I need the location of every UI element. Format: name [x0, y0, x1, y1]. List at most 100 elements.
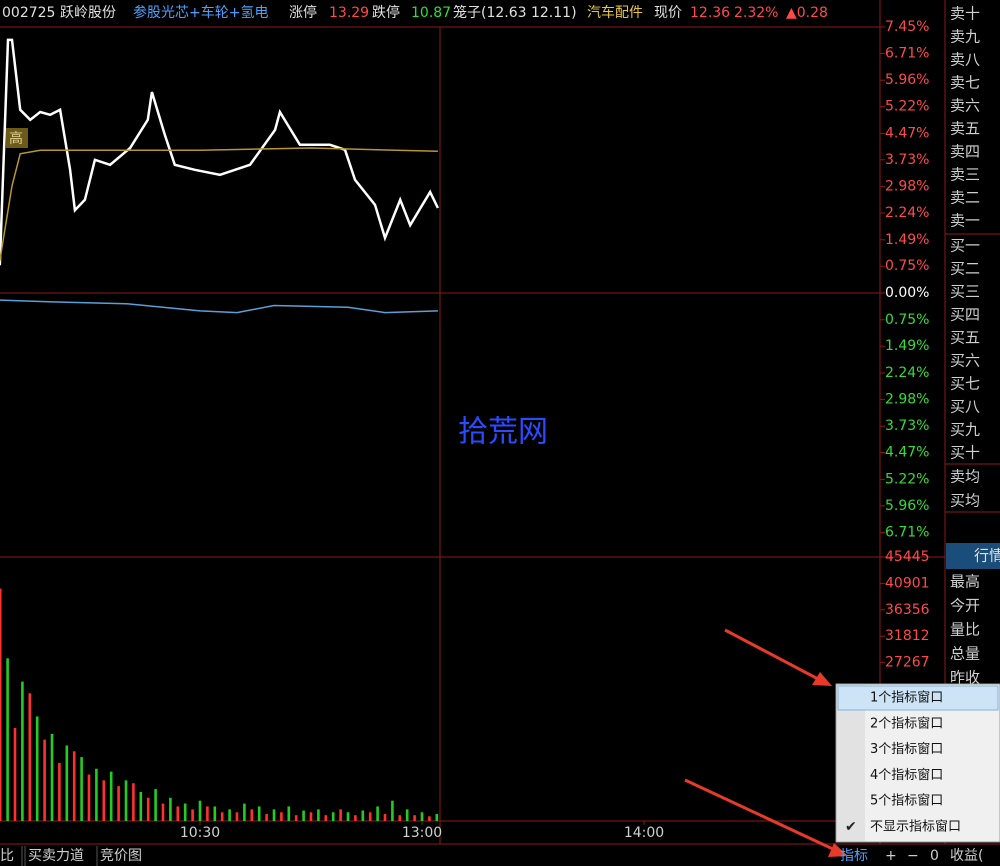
y-tick-label: 2.98%: [885, 179, 929, 195]
volume-bar: [228, 809, 231, 821]
volume-bar: [265, 814, 268, 821]
volume-bar: [132, 783, 135, 821]
volume-bar: [183, 803, 187, 821]
x-tick-label: 14:00: [624, 825, 664, 841]
menu-item[interactable]: 2个指标窗口: [870, 715, 943, 731]
quote-field: 最高: [950, 573, 980, 591]
volume-bar: [280, 812, 283, 821]
y-tick-label: 5.22%: [885, 471, 929, 487]
buy-level: 买八: [950, 398, 980, 416]
volume-bar: [124, 780, 128, 821]
bottom-tab[interactable]: 买卖力道: [28, 848, 84, 864]
sell-level: 卖五: [950, 120, 980, 138]
volume-bar: [220, 812, 224, 821]
volume-bar: [206, 806, 209, 821]
sell-level: 卖九: [950, 28, 980, 46]
menu-item[interactable]: 不显示指标窗口: [870, 819, 961, 835]
volume-bar: [146, 797, 150, 821]
limit-down: 10.87: [411, 5, 451, 21]
y-tick-label: 2.98%: [885, 391, 929, 407]
volume-bar: [43, 739, 46, 821]
buy-level: 买二: [950, 260, 980, 278]
concept: 参股光芯+车轮+氢电: [133, 4, 268, 21]
volume-bar: [272, 809, 276, 821]
sell-level: 卖一: [950, 212, 980, 230]
volume-bar: [13, 728, 17, 821]
volume-bar: [213, 806, 217, 821]
bottom-button[interactable]: 0: [930, 848, 939, 864]
volume-bar: [428, 816, 431, 821]
bottom-button[interactable]: 指标: [840, 848, 868, 864]
y-tick-label: 6.71%: [885, 525, 929, 541]
y-tick-label: 27267: [885, 655, 930, 671]
cage: 笼子(12.63 12.11): [453, 4, 577, 21]
buy-level: 买六: [950, 352, 980, 370]
buy-level: 买九: [950, 421, 980, 439]
y-tick-label: 36356: [885, 602, 930, 618]
buy-level: 买一: [950, 237, 980, 255]
volume-bar: [376, 806, 379, 821]
volume-bar: [420, 812, 424, 821]
bottom-button[interactable]: 收益(: [950, 848, 983, 864]
watermark: 拾荒网: [458, 415, 548, 450]
menu-item[interactable]: 5个指标窗口: [870, 793, 943, 809]
bottom-tab[interactable]: 竞价图: [100, 847, 142, 864]
volume-bar: [87, 774, 91, 821]
volume-bar: [176, 806, 180, 821]
volume-bar: [361, 810, 365, 821]
volume-bar: [317, 809, 320, 821]
menu-item[interactable]: 3个指标窗口: [870, 741, 943, 757]
volume-bar: [191, 809, 194, 821]
change-pct: 2.32%: [734, 5, 778, 21]
menu-item[interactable]: 1个指标窗口: [870, 690, 943, 706]
y-tick-label: 0.75%: [885, 312, 929, 328]
y-tick-label: 40901: [885, 575, 930, 591]
y-tick-label: 2.24%: [885, 205, 929, 221]
volume-bar: [294, 815, 298, 821]
bottom-button[interactable]: −: [907, 848, 919, 864]
quote-tab[interactable]: 行情: [974, 547, 1000, 565]
sell-level: 卖二: [950, 189, 980, 207]
y-tick-label: 1.49%: [885, 338, 929, 354]
volume-bar: [339, 809, 342, 821]
buy-level: 买四: [950, 306, 980, 324]
menu-check: ✔: [845, 819, 857, 835]
volume-bar: [117, 786, 120, 821]
menu-gutter: [837, 685, 865, 841]
industry: 汽车配件: [587, 4, 643, 21]
volume-bar: [109, 771, 113, 821]
volume-bar: [102, 780, 106, 821]
bottom-button[interactable]: +: [885, 848, 897, 864]
volume-bar: [346, 812, 350, 821]
volume-bar: [154, 789, 157, 821]
y-tick-label: 4.47%: [885, 125, 929, 141]
limit-up: 13.29: [329, 5, 369, 21]
volume-bar: [324, 815, 328, 821]
y-tick-label: 5.96%: [885, 72, 929, 88]
volume-bar: [398, 815, 402, 821]
volume-bar: [0, 588, 2, 821]
volume-bar: [58, 762, 61, 821]
volume-bar: [250, 809, 254, 821]
volume-bar: [6, 658, 9, 821]
sell-level: 卖八: [950, 51, 980, 69]
y-tick-label: 3.73%: [885, 152, 929, 168]
quote-field: 昨收: [950, 669, 980, 687]
menu-highlight: [837, 685, 999, 711]
y-tick-label: 5.96%: [885, 498, 929, 514]
bottom-tab[interactable]: 比: [0, 848, 14, 864]
sell-level: 卖七: [950, 74, 980, 92]
volume-bar: [35, 716, 39, 821]
limit-up-label: 涨停: [289, 4, 317, 21]
menu-item[interactable]: 4个指标窗口: [870, 767, 943, 783]
volume-bar: [309, 812, 313, 821]
volume-bar: [354, 815, 357, 821]
y-tick-label: 0.00%: [885, 285, 929, 301]
high-marker-bg: [6, 128, 28, 148]
volume-bar: [80, 757, 83, 821]
quote-tab-bg: [946, 543, 1000, 569]
volume-bar: [302, 810, 305, 821]
y-tick-label: 0.75%: [885, 258, 929, 274]
